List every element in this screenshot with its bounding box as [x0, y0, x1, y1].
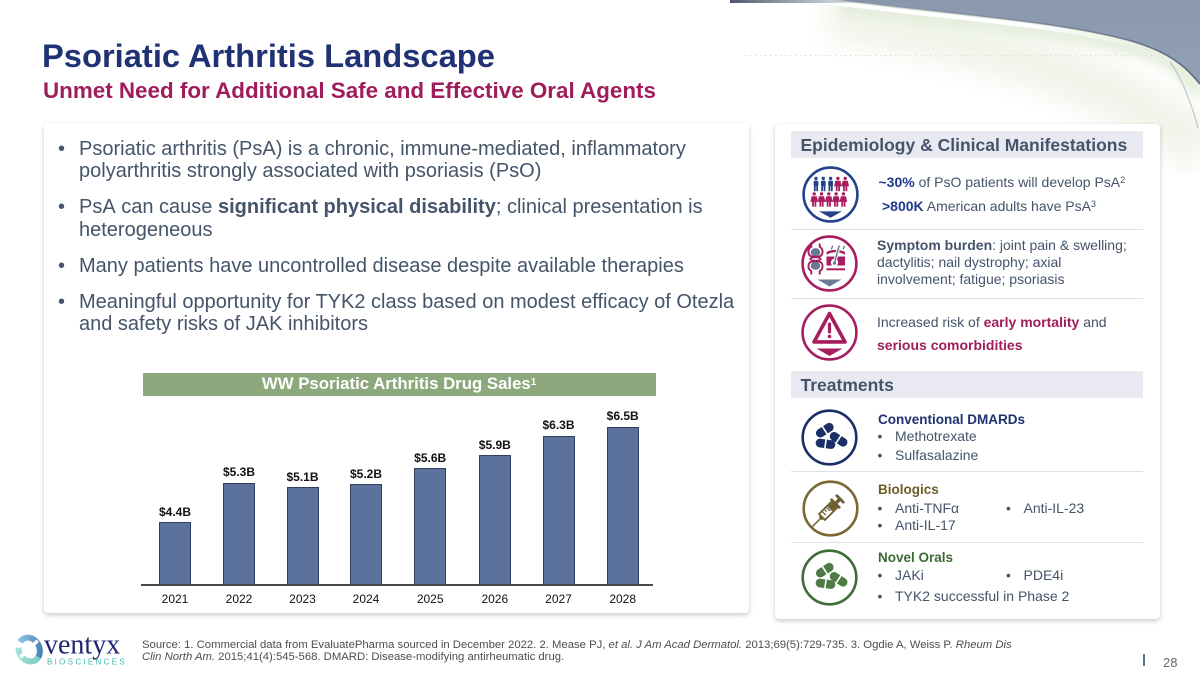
- svg-text:ventyx: ventyx: [44, 633, 120, 661]
- svg-text:BIOSCIENCES: BIOSCIENCES: [47, 658, 127, 667]
